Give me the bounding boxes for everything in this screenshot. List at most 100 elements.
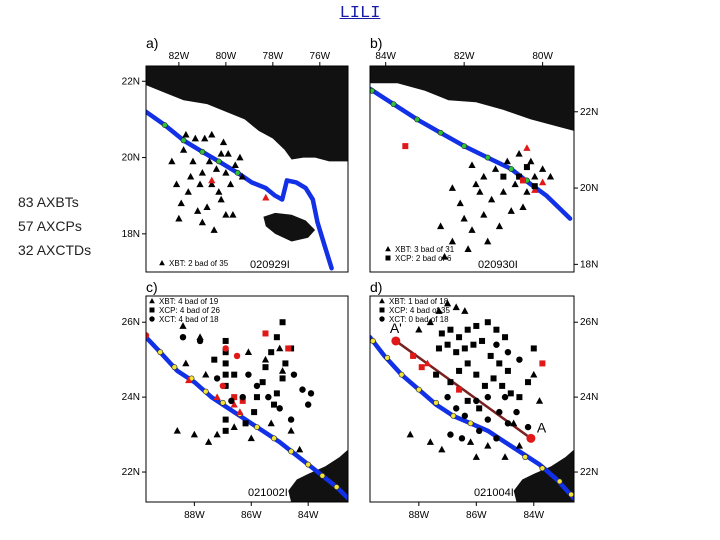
track-fix-point (414, 116, 420, 123)
xct-marker (504, 348, 512, 356)
xct-marker (307, 390, 315, 397)
xbt-marker (535, 397, 544, 404)
y-tick-label: 26N (122, 317, 140, 328)
track-fix-point (234, 169, 241, 176)
axctd-count: 32 AXCTDs (18, 242, 92, 258)
xbt-marker (196, 180, 204, 188)
xbt-marker (198, 218, 206, 226)
xbt-marker (204, 438, 213, 445)
xcp-marker (531, 183, 538, 190)
track-fix-point (461, 143, 468, 150)
xbt-marker (175, 214, 183, 222)
xct-marker (447, 431, 454, 438)
y-tick-label: 24N (580, 392, 598, 403)
section-end-a (526, 433, 536, 443)
xbt-marker (224, 149, 232, 157)
xct-marker (265, 393, 272, 401)
xbt-marker (527, 157, 535, 165)
xbt-marker (236, 153, 244, 161)
legend-xbt-symbol (159, 260, 165, 266)
xcp-marker (268, 349, 275, 356)
y-tick-label: 22N (122, 467, 140, 478)
xcp-bad-marker (285, 345, 292, 352)
xbt-marker (182, 359, 190, 367)
xbt-marker (484, 442, 492, 449)
panel-label: d) (370, 279, 382, 295)
section-label-a-prime: A' (390, 320, 402, 336)
map-content (146, 319, 348, 502)
xcp-marker (525, 379, 532, 386)
xcp-bad-marker (539, 360, 546, 367)
xcp-marker (476, 405, 483, 412)
xbt-marker (503, 157, 511, 165)
x-tick-label: 84W (523, 510, 544, 521)
xct-marker (228, 397, 235, 405)
xct-marker (179, 334, 187, 341)
xbt-marker (406, 430, 414, 438)
xct-marker (524, 423, 532, 431)
section-label-a: A (537, 419, 547, 435)
date-code: 021004I (474, 487, 514, 499)
xct-marker (253, 382, 261, 390)
x-tick-label: 80W (532, 51, 553, 62)
xct-marker (484, 416, 492, 423)
xcp-marker (222, 349, 229, 356)
y-tick-label: 26N (580, 317, 598, 328)
track-fix-point (319, 472, 326, 479)
xct-marker (299, 386, 306, 393)
xcp-marker (438, 330, 445, 337)
xbt-bad-marker (208, 176, 216, 184)
xcp-marker (222, 416, 229, 423)
xct-bad-marker (146, 332, 150, 339)
xcp-bad-marker (231, 394, 238, 401)
xcp-marker (253, 394, 260, 401)
xct-marker (290, 371, 298, 378)
track-fix-point (288, 448, 294, 455)
xbt-marker (215, 188, 223, 195)
xbt-bad-marker (213, 393, 221, 400)
y-tick-label: 22N (580, 467, 598, 478)
xbt-marker (499, 188, 507, 195)
xbt-marker (511, 180, 519, 188)
xcp-marker (262, 364, 269, 371)
xbt-marker (217, 149, 225, 157)
xcp-marker (464, 360, 471, 367)
xbt-marker (472, 180, 480, 188)
y-tick-label: 20N (580, 183, 598, 194)
x-tick-label: 82W (169, 51, 190, 62)
xbt-marker (230, 423, 238, 430)
track-fix-point (157, 349, 164, 356)
xct-marker (245, 371, 252, 378)
xbt-marker (190, 430, 198, 438)
xbt-marker (437, 222, 445, 230)
xbt-marker (205, 157, 214, 165)
map-frame (369, 65, 575, 273)
xct-marker (496, 408, 503, 416)
xbt-marker (182, 130, 190, 138)
xbt-bad-marker (523, 144, 531, 151)
xbt-bad-marker (423, 359, 432, 367)
xcp-marker (279, 375, 286, 382)
xbt-marker (296, 445, 304, 453)
track-fix-point (390, 101, 397, 108)
xbt-marker (198, 169, 206, 176)
xbt-marker (247, 434, 255, 442)
panel-b: b)84W 82W 80W 22N 20N 18N XBT: 3 bad of 31XCP:… (369, 35, 598, 273)
track-fix-point (161, 122, 168, 129)
land-mass (263, 212, 316, 242)
xbt-bad-marker (230, 400, 238, 408)
land-mass (370, 66, 574, 131)
xcp-marker (523, 164, 530, 171)
xbt-marker (461, 307, 469, 314)
xbt-marker (523, 188, 531, 195)
xcp-marker (279, 319, 286, 326)
xcp-marker (435, 345, 442, 352)
x-tick-label: 84W (375, 51, 396, 62)
legend-xbt-symbol (149, 298, 155, 304)
xcp-marker (222, 427, 229, 434)
xcp-marker (271, 401, 278, 408)
xbt-marker (484, 237, 492, 245)
xct-marker (444, 393, 451, 401)
xbt-marker (488, 195, 496, 203)
panel-label: a) (146, 35, 158, 51)
